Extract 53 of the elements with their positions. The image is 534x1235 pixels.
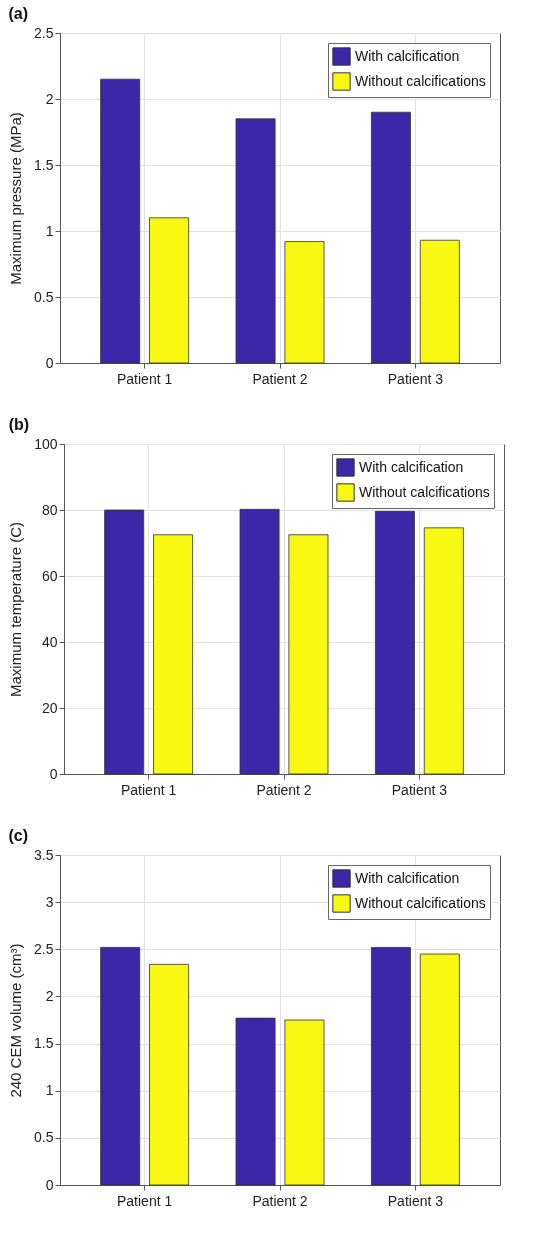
bar [419,953,460,1186]
y-axis-title: Maximum pressure (MPa) [7,112,25,285]
y-tick-label: 1 [45,1082,54,1099]
x-tick-label: Patient 3 [387,370,444,387]
bar [284,1019,325,1186]
x-tick-label: Patient 3 [391,781,448,798]
bar [419,239,460,364]
y-tick-label: 40 [41,633,58,650]
y-tick-label: 2.5 [34,24,54,41]
y-tick-label: 2 [45,987,54,1004]
x-tick-label: Patient 1 [116,370,173,387]
x-tick-label: Patient 2 [252,370,308,387]
y-axis-title: Maximum temperature (C) [7,521,25,698]
y-tick-label: 0 [49,765,58,782]
y-tick-label: 100 [34,435,58,452]
y-tick-label: 0 [45,1176,54,1193]
y-tick-label: 3 [45,893,54,910]
x-tick-label: Patient 1 [116,1192,173,1209]
y-tick-label: 1 [45,222,54,239]
y-tick-label: 2 [45,90,54,107]
legend-label: Without calcifications [355,72,486,89]
y-tick-label: 1.5 [34,1035,54,1052]
y-axis-title: 240 CEM volume (cm³) [7,943,25,1098]
legend-label: Without calcifications [359,483,490,500]
y-tick-label: 3.5 [34,846,54,863]
chart-title: (a) [8,5,29,22]
bar [235,1017,276,1186]
chart-title: (b) [8,416,30,433]
bar [100,947,141,1186]
x-tick-label: Patient 2 [256,781,312,798]
y-tick-label: 2.5 [34,940,54,957]
chart-title: (c) [8,827,29,844]
legend-label: With calcification [355,869,460,886]
bar [284,241,325,364]
y-tick-label: 20 [41,699,58,716]
x-tick-label: Patient 2 [252,1192,308,1209]
y-tick-label: 0 [45,354,54,371]
bar [100,78,141,364]
bar [235,118,276,364]
bar [370,947,411,1186]
x-tick-label: Patient 3 [387,1192,444,1209]
y-tick-label: 1.5 [34,156,54,173]
bar [370,111,411,364]
legend-label: With calcification [355,47,460,64]
legend-label: With calcification [359,458,464,475]
y-tick-label: 0.5 [34,288,54,305]
bar [149,217,190,364]
y-tick-label: 60 [41,567,58,584]
x-tick-label: Patient 1 [120,781,177,798]
bar [149,963,190,1186]
y-tick-label: 0.5 [34,1129,54,1146]
legend-label: Without calcifications [355,894,486,911]
y-tick-label: 80 [41,501,58,518]
